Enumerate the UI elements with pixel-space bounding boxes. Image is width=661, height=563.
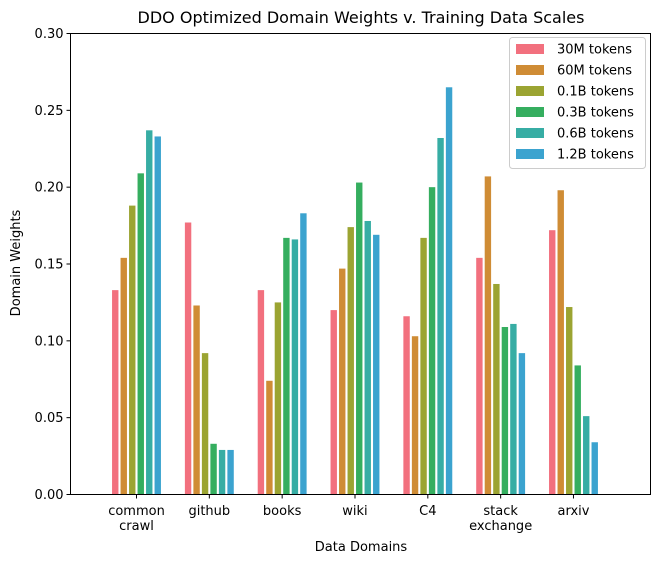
y-axis-label: Domain Weights bbox=[9, 209, 24, 316]
legend-label: 60M tokens bbox=[557, 64, 632, 79]
bar bbox=[364, 220, 371, 495]
x-tick-label: wiki bbox=[342, 504, 367, 519]
bar bbox=[518, 353, 526, 495]
bar bbox=[339, 268, 346, 495]
bars-group bbox=[112, 87, 598, 495]
bar bbox=[300, 213, 307, 495]
bar bbox=[137, 173, 144, 495]
bar bbox=[493, 283, 500, 495]
bar bbox=[120, 257, 127, 495]
bar bbox=[501, 327, 509, 495]
bar bbox=[411, 336, 419, 495]
legend-swatch bbox=[516, 65, 544, 75]
bar bbox=[428, 187, 436, 495]
y-tick-label: 0.20 bbox=[35, 181, 64, 196]
bar bbox=[283, 237, 290, 495]
y-tick-label: 0.15 bbox=[35, 258, 64, 273]
plot-frame bbox=[70, 33, 651, 495]
bar bbox=[476, 257, 483, 495]
y-tick-label: 0.25 bbox=[35, 104, 64, 119]
legend-swatch bbox=[516, 107, 544, 117]
x-tick-label: github bbox=[188, 504, 230, 519]
legend-label: 1.2B tokens bbox=[557, 148, 634, 163]
bar bbox=[356, 182, 363, 495]
bar bbox=[557, 190, 564, 495]
legend-swatch bbox=[516, 128, 544, 138]
x-tick-label: C4 bbox=[419, 504, 436, 519]
y-tick-label: 0.05 bbox=[35, 411, 64, 426]
bar bbox=[154, 136, 161, 495]
bar bbox=[193, 305, 200, 495]
y-tick-label: 0.10 bbox=[35, 334, 64, 349]
x-tick-label: exchange bbox=[469, 519, 532, 534]
bar bbox=[549, 230, 556, 495]
x-axis-label: Data Domains bbox=[315, 540, 408, 555]
legend-label: 30M tokens bbox=[557, 43, 632, 58]
bar bbox=[445, 87, 453, 495]
legend-label: 0.6B tokens bbox=[557, 127, 634, 142]
x-tick-label: arxiv bbox=[557, 504, 589, 519]
bar bbox=[210, 443, 217, 495]
legend-label: 0.3B tokens bbox=[557, 106, 634, 121]
chart-title: DDO Optimized Domain Weights v. Training… bbox=[138, 8, 585, 27]
bar bbox=[112, 290, 119, 495]
bar bbox=[347, 227, 354, 495]
bar bbox=[403, 316, 410, 495]
x-tick-label: crawl bbox=[119, 519, 154, 534]
bar bbox=[420, 237, 427, 495]
bar bbox=[257, 290, 265, 495]
legend-swatch bbox=[516, 149, 544, 159]
bar bbox=[591, 442, 598, 495]
legend-swatch bbox=[516, 86, 544, 96]
bar bbox=[484, 176, 492, 495]
bar bbox=[218, 449, 226, 495]
y-tick-label: 0.30 bbox=[35, 27, 64, 42]
bar bbox=[129, 205, 136, 495]
bar bbox=[583, 416, 590, 495]
bar bbox=[510, 323, 517, 495]
y-tick-label: 0.00 bbox=[35, 488, 64, 503]
bar bbox=[437, 137, 444, 495]
bar bbox=[184, 222, 192, 495]
bar bbox=[227, 449, 234, 495]
bar bbox=[330, 310, 337, 495]
bar bbox=[274, 302, 282, 495]
bar bbox=[266, 380, 273, 495]
bar bbox=[566, 307, 573, 495]
bar bbox=[373, 234, 380, 495]
x-tick-label: stack bbox=[483, 504, 518, 519]
x-tick-label: books bbox=[263, 504, 302, 519]
legend: 30M tokens 60M tokens 0.1B tokens 0.3B toke… bbox=[509, 37, 646, 169]
bar bbox=[146, 130, 153, 495]
legend-label: 0.1B tokens bbox=[557, 85, 634, 100]
y-ticks: 0.00 0.05 0.10 0.15 0.20 0.25 0.30 bbox=[35, 27, 71, 503]
bar bbox=[574, 365, 581, 495]
legend-swatch bbox=[516, 44, 544, 54]
bar bbox=[201, 353, 209, 495]
x-tick-label: common bbox=[108, 504, 165, 519]
bar bbox=[291, 239, 299, 495]
